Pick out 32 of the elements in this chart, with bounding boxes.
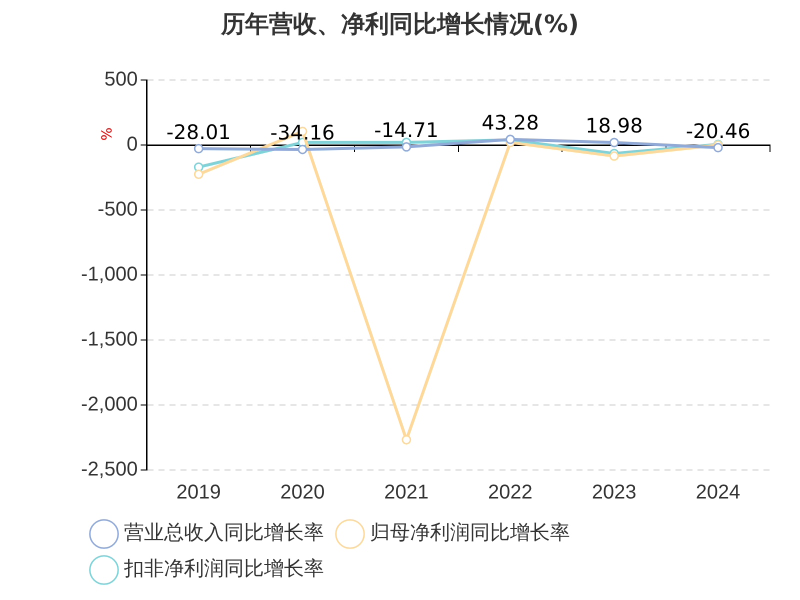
point: [713, 142, 723, 152]
point: [402, 142, 412, 152]
y-tick-label: -2,500: [80, 458, 138, 481]
x-tick-label: 2023: [592, 482, 636, 504]
y-tick-label: 500: [104, 68, 138, 91]
data-label: -14.71: [374, 118, 439, 142]
y-tick-label: 0: [126, 134, 138, 156]
x-tick-label: 2019: [176, 482, 221, 504]
y-tick-label: -2,000: [80, 394, 138, 416]
legend-label: 营业总收入同比增长率: [124, 520, 324, 544]
legend-label: 扣非净利润同比增长率: [123, 556, 324, 580]
x-tick-label: 2024: [696, 482, 740, 504]
point: [194, 144, 204, 154]
data-label: 18.98: [586, 114, 643, 138]
y-tick-label: -500: [98, 198, 138, 221]
legend-label: 归母净利润同比增长率: [370, 520, 570, 544]
data-label: -34.16: [270, 120, 335, 145]
x-tick-label: 2021: [384, 482, 429, 504]
x-tick-label: 2022: [488, 482, 533, 504]
data-label: -20.46: [686, 118, 750, 143]
data-label: 43.28: [482, 110, 539, 135]
point: [609, 151, 619, 161]
y-tick-label: -1,000: [80, 264, 138, 286]
point: [194, 170, 204, 179]
y-axis-title: %: [100, 127, 116, 141]
x-tick-label: 2020: [280, 482, 325, 504]
point: [609, 138, 619, 148]
point: [402, 434, 412, 444]
point: [298, 144, 308, 154]
y-tick-label: -1,500: [80, 328, 138, 351]
chart-title: 历年营收、净利同比增长情况(%): [220, 9, 580, 40]
data-label: -28.01: [166, 120, 231, 144]
